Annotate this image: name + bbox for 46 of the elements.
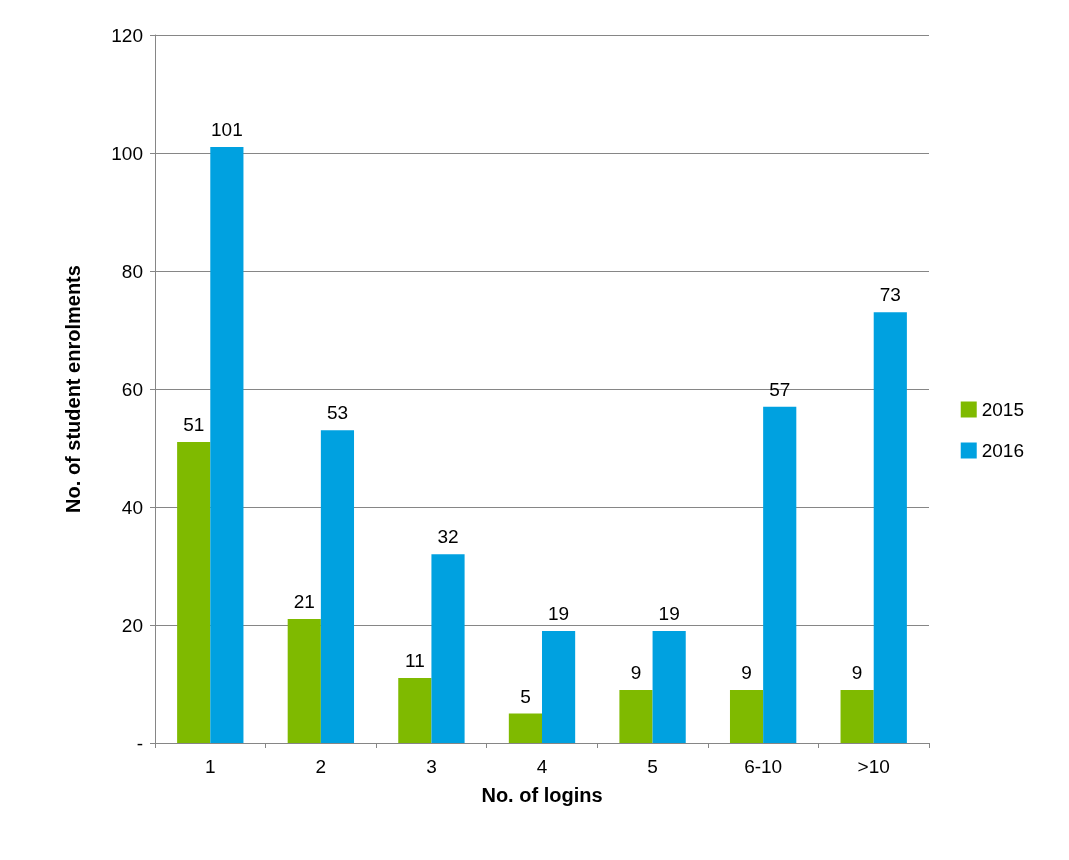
data-label: 53 [326, 402, 349, 424]
bar [729, 689, 764, 743]
data-label: 73 [879, 284, 901, 306]
y-tick-label: 60 [121, 378, 143, 400]
data-label: 5 [520, 685, 531, 707]
data-label: 21 [293, 591, 315, 613]
x-tick-label: 4 [536, 756, 548, 777]
data-label: 32 [437, 526, 459, 548]
y-axis-title: No. of student enrolments [62, 265, 84, 513]
data-label: 19 [548, 602, 570, 624]
legend-label: 2015 [981, 399, 1025, 420]
y-tick-label: 100 [111, 142, 143, 164]
bar [763, 406, 797, 743]
data-label: 19 [658, 602, 680, 624]
bar [542, 630, 576, 743]
data-label: 101 [211, 119, 243, 141]
x-tick-label: 3 [426, 756, 437, 777]
x-tick-label: 5 [647, 756, 658, 777]
y-tick-label: 20 [121, 614, 143, 636]
data-label: 57 [769, 378, 791, 400]
data-label: 11 [404, 650, 425, 672]
bar [652, 630, 686, 743]
bar [508, 713, 542, 743]
bar [431, 554, 465, 743]
y-tick-label: 80 [121, 260, 143, 282]
data-label: 9 [630, 661, 642, 683]
data-label: 9 [741, 661, 752, 683]
y-tick-label: 40 [121, 496, 143, 518]
x-tick-label: 6-10 [744, 756, 783, 777]
x-tick-label: 2 [315, 756, 327, 777]
bar [287, 619, 321, 743]
x-axis-title: No. of logins [481, 784, 603, 806]
data-label: 51 [183, 414, 205, 436]
bar [840, 689, 874, 743]
data-label: 9 [851, 661, 863, 683]
bar [619, 689, 653, 743]
bar [210, 147, 244, 743]
bar [398, 678, 432, 743]
y-tick-label: 120 [111, 24, 143, 46]
y-tick-label: - [136, 732, 143, 754]
bar [320, 430, 355, 743]
x-tick-label: 1 [205, 756, 216, 777]
x-tick-label: >10 [857, 756, 890, 777]
legend-label: 2016 [981, 440, 1025, 461]
bar [873, 312, 907, 743]
bar [177, 442, 211, 743]
